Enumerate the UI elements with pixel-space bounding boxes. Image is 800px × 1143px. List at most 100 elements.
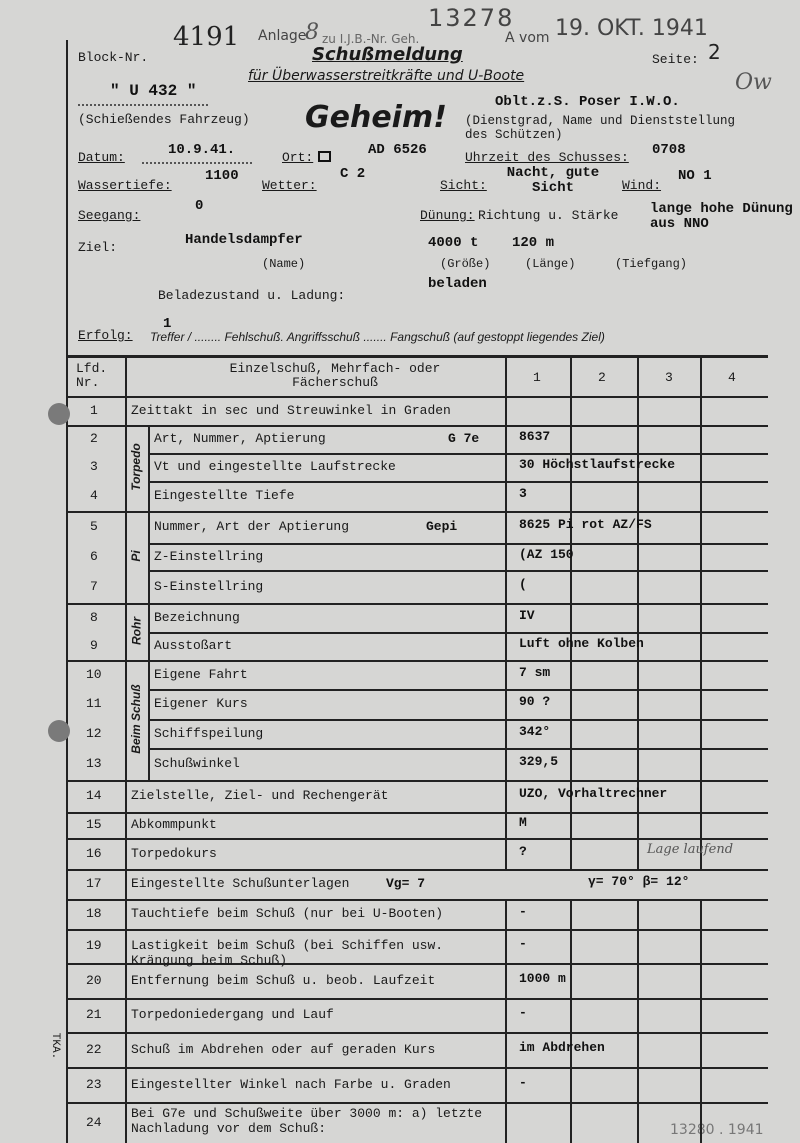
punch-hole	[48, 403, 70, 425]
sea-label: Seegang:	[78, 208, 141, 223]
load-value: beladen	[428, 276, 487, 292]
row-divider	[148, 453, 768, 455]
row-value-col1: ?	[519, 843, 527, 859]
row-number: 10	[86, 666, 102, 682]
row-number: 24	[86, 1114, 102, 1130]
row-number: 14	[86, 788, 102, 803]
row-label: Eigener Kurs	[154, 696, 248, 711]
place-value: AD 6526	[368, 142, 427, 158]
column-divider	[570, 358, 572, 869]
row-label: Art, Nummer, Aptierung	[154, 431, 326, 446]
swell-value: lange hohe Dünung aus NNO	[650, 201, 793, 232]
row-label: Bei G7e und Schußweite über 3000 m: a) l…	[131, 1106, 483, 1136]
row-value-col1: -	[519, 1005, 527, 1020]
row-number: 6	[90, 548, 98, 564]
weather-label: Wetter:	[262, 178, 317, 193]
place-label: Ort:	[282, 150, 314, 165]
row-number: 2	[90, 431, 98, 446]
anlage-number: 8	[305, 20, 319, 45]
wind-label: Wind:	[622, 178, 662, 193]
row-divider	[148, 570, 768, 572]
secret-marking: Geheim!	[305, 100, 447, 135]
group-divider	[148, 425, 150, 780]
row-value-col1: Luft ohne Kolben	[519, 636, 644, 651]
row-number: 20	[86, 972, 102, 988]
row-label: Bezeichnung	[154, 609, 240, 625]
column-divider	[700, 358, 702, 869]
row-divider	[66, 1067, 768, 1069]
row-label: Eingestellter Winkel nach Farbe u. Grade…	[131, 1076, 451, 1092]
group-label-1: Pi	[129, 550, 143, 562]
row-divider	[148, 481, 768, 483]
row-extra: Gepi	[426, 519, 458, 534]
row-number: 5	[90, 519, 98, 534]
row-label: Vt und eingestellte Laufstrecke	[154, 459, 396, 474]
column-divider	[700, 899, 702, 1143]
row-divider	[148, 719, 768, 721]
row-number: 19	[86, 938, 102, 953]
row-value-col1: UZO, Vorhaltrechner	[519, 786, 668, 801]
visibility-label: Sicht:	[440, 178, 487, 193]
wind-value: NO 1	[678, 168, 712, 184]
row-label: Z-Einstellring	[154, 548, 264, 564]
shooter-name: Oblt.z.S. Poser I.W.O.	[495, 94, 680, 110]
row-number: 4	[90, 488, 98, 503]
draft-label: (Tiefgang)	[615, 257, 688, 271]
load-label: Beladezustand u. Ladung:	[158, 288, 346, 303]
visibility-value: Nacht, gute Sicht	[506, 165, 600, 196]
form-title: Schußmeldung	[312, 44, 463, 65]
row-number: 8	[90, 609, 98, 625]
row-divider	[66, 998, 768, 1000]
margin-note: TKA.	[49, 1032, 62, 1060]
row-label: Eingestellte Schußunterlagen	[131, 876, 350, 891]
reference-suffix: A vom	[505, 30, 550, 46]
target-name: Handelsdampfer	[185, 232, 303, 248]
page-number: 2	[708, 40, 721, 64]
vessel-line	[78, 98, 208, 106]
row-label: Zeittakt in sec und Streuwinkel in Grade…	[131, 402, 451, 418]
depth-label: Wassertiefe:	[78, 178, 172, 193]
row-label: Schußwinkel	[154, 756, 240, 771]
page-label: Seite:	[652, 52, 699, 67]
column-divider	[637, 358, 639, 869]
reference-number: 13278	[428, 4, 515, 32]
row-value-col1: 1000 m	[519, 970, 566, 986]
row-divider	[66, 869, 768, 871]
row-extra: G 7e	[448, 431, 480, 446]
row-divider	[66, 929, 768, 931]
row-value-col1: 8625 Pi rot AZ/FS	[519, 517, 652, 532]
group-label-2: Rohr	[129, 616, 143, 645]
row-label: Ausstoßart	[154, 638, 233, 653]
row-divider	[66, 780, 768, 782]
row-divider	[148, 689, 768, 691]
shooter-label: (Dienstgrad, Name und Dienststellung des…	[465, 114, 736, 142]
row-divider	[66, 660, 768, 662]
row-divider	[148, 543, 768, 545]
block-label: Block-Nr.	[78, 50, 149, 65]
footer-stamp: 13280 . 1941	[670, 1122, 764, 1138]
row-number: 18	[86, 906, 102, 921]
target-label: Ziel:	[78, 240, 118, 255]
success-options: Treffer / ........ Fehlschuß. Angriffssc…	[150, 330, 605, 344]
row-value-col1: im Abdrehen	[519, 1039, 605, 1055]
handwritten-note: Lage laufend	[647, 841, 734, 857]
target-size: 4000 t	[428, 235, 479, 251]
row-value-col1: -	[519, 1074, 527, 1090]
size-label: (Größe)	[440, 257, 491, 271]
row-number: 16	[86, 845, 102, 861]
group-label-0: Torpedo	[129, 443, 143, 491]
row-divider	[148, 632, 768, 634]
row-label: Torpedoniedergang und Lauf	[131, 1007, 334, 1022]
swell-label: Dünung:	[420, 208, 475, 223]
row-number: 15	[86, 817, 102, 832]
time-label: Uhrzeit des Schusses:	[465, 150, 629, 165]
column-divider	[637, 899, 639, 1143]
received-date-stamp: 19. OKT. 1941	[555, 16, 708, 41]
row-value-col1: -	[519, 936, 527, 951]
row-value-col1: M	[519, 815, 527, 830]
row-divider	[66, 603, 768, 605]
swell-sublabel: Richtung u. Stärke	[478, 208, 619, 223]
row-label: Eingestellte Tiefe	[154, 488, 295, 503]
row-divider	[66, 838, 768, 840]
row-number: 23	[86, 1076, 102, 1092]
